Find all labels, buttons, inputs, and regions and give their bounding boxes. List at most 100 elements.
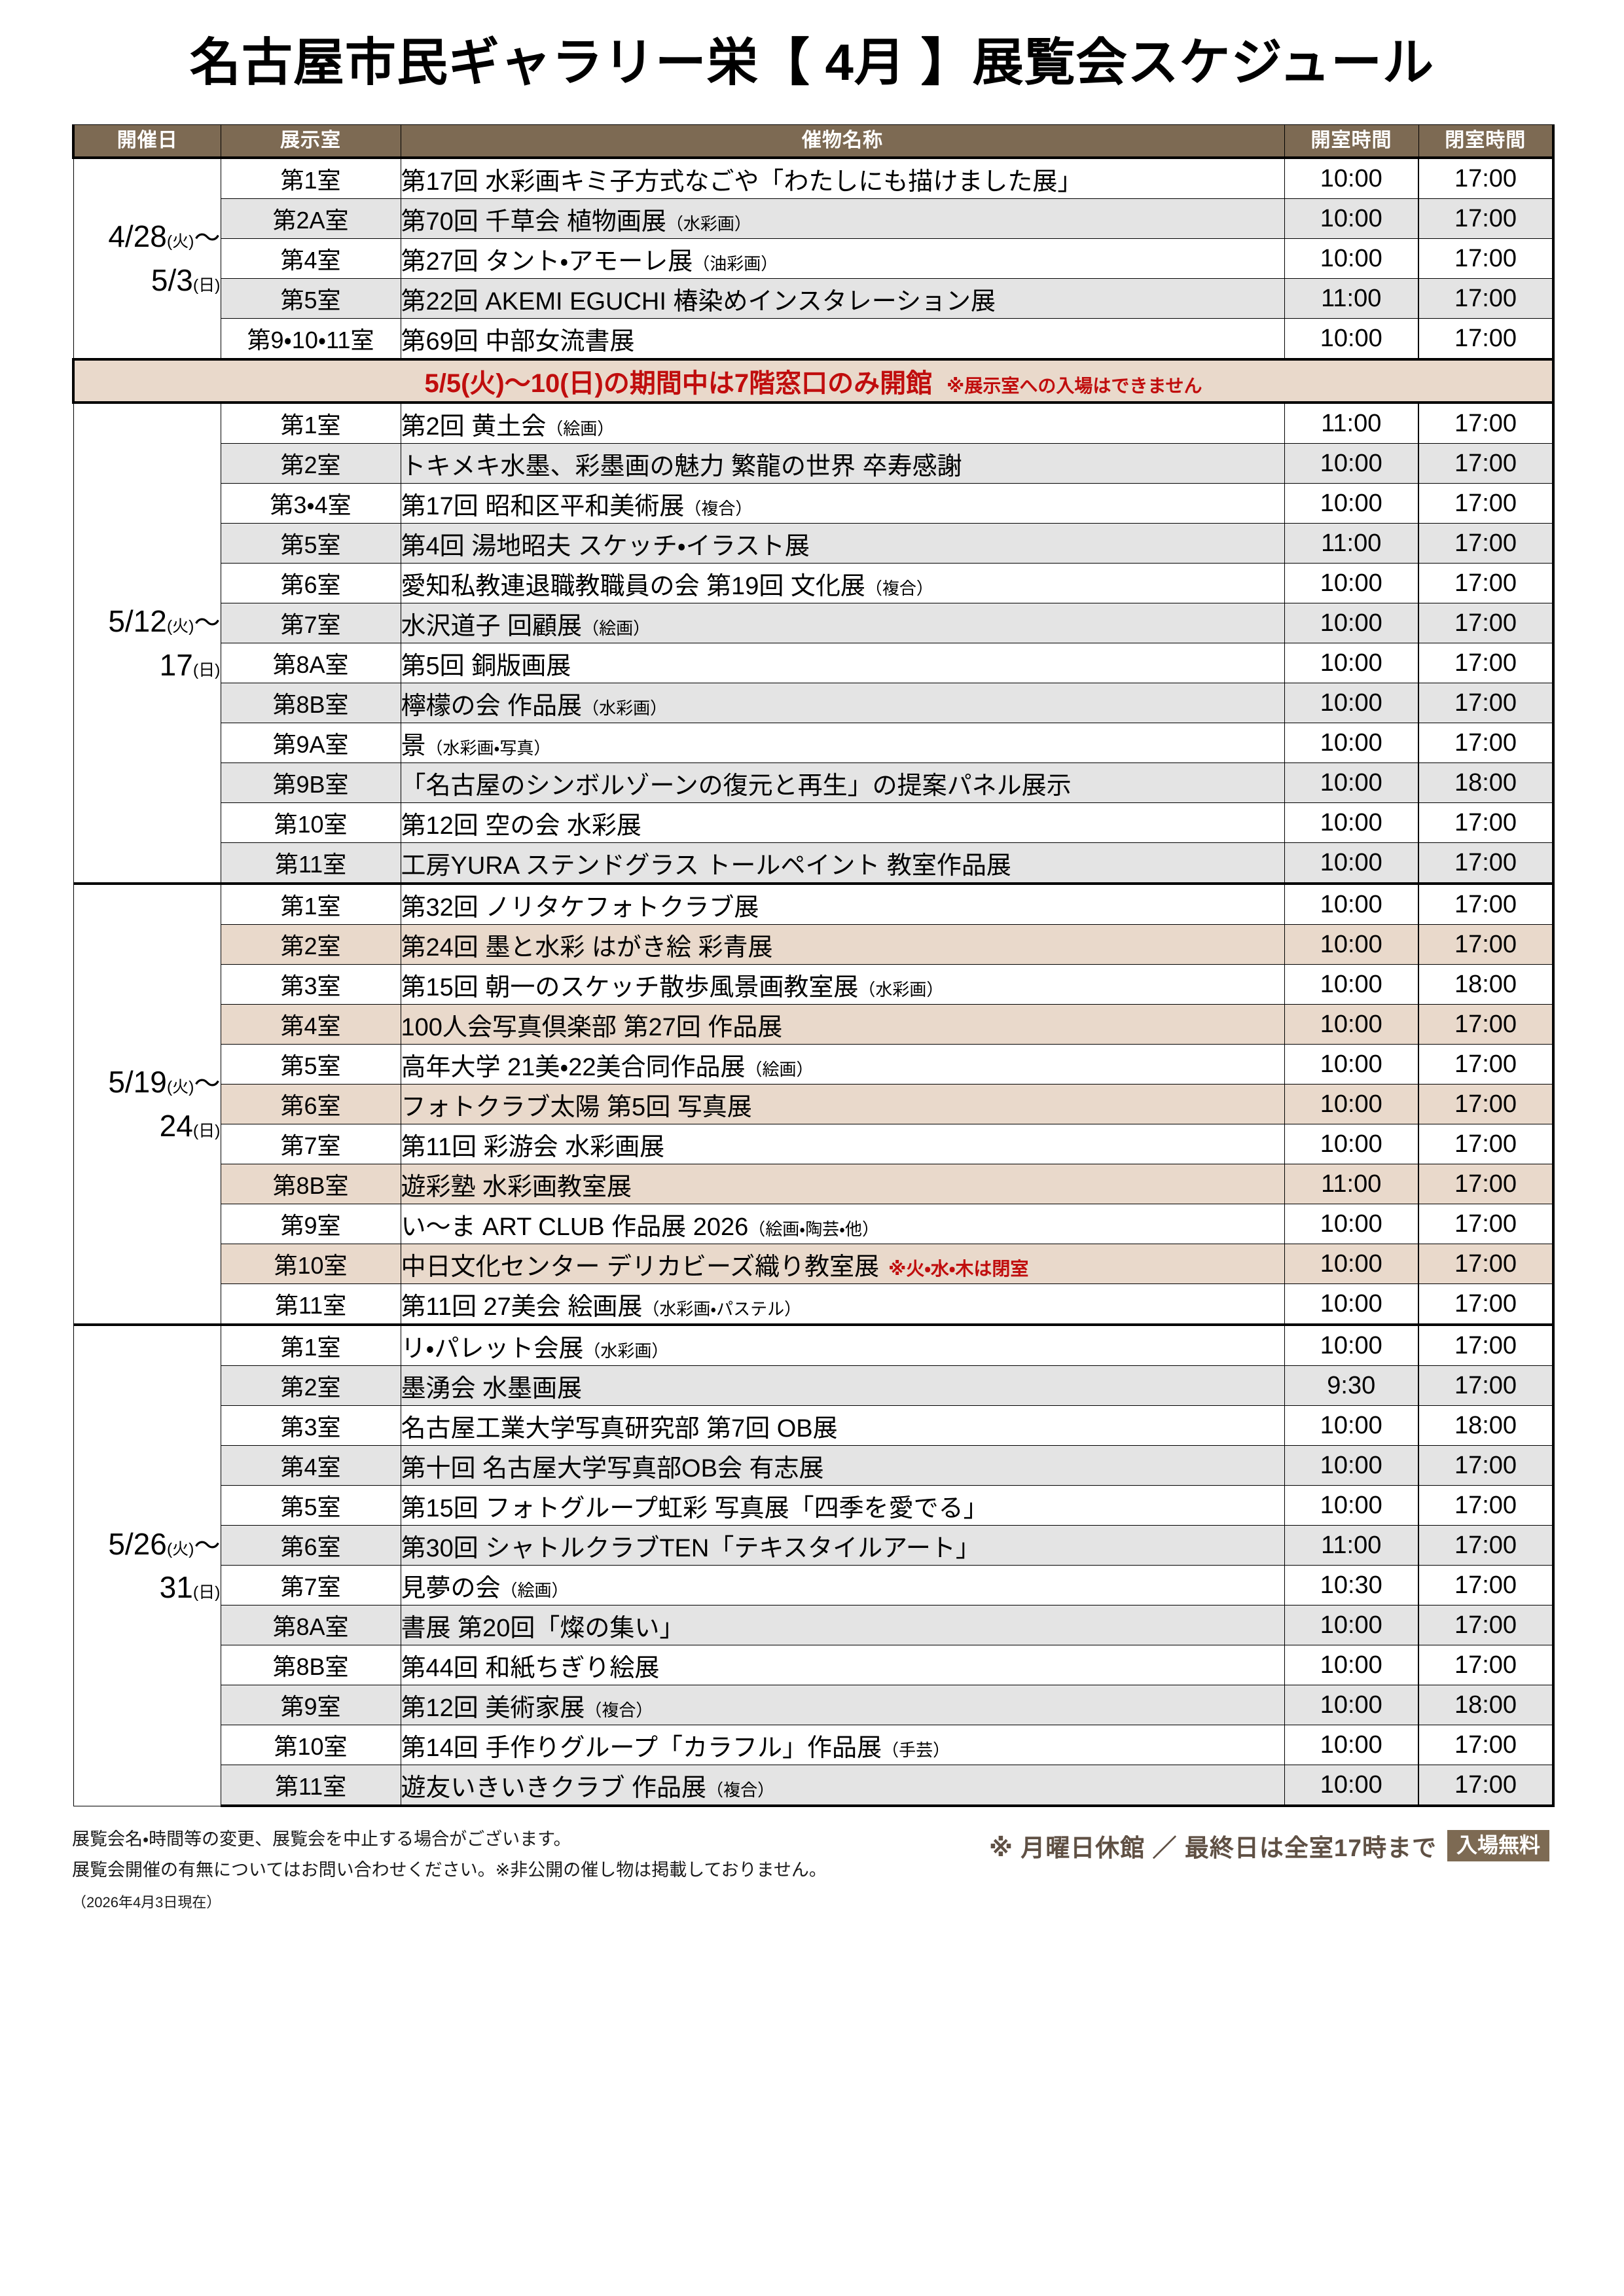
event-name-cell: 第12回 美術家展（複合） [400, 1685, 1285, 1725]
room-cell: 第5室 [220, 523, 401, 564]
date-start: 5/12(火)〜 [108, 603, 221, 638]
open-time-cell: 10:00 [1284, 1044, 1419, 1085]
table-row: 第5室 第22回 AKEMI EGUCHI 椿染めインスタレーション展 11:00 1… [73, 278, 1555, 319]
room-cell: 第10室 [220, 802, 401, 843]
room-cell: 第10室 [220, 1244, 401, 1284]
open-time-cell: 10:00 [1284, 683, 1419, 723]
open-time-cell: 10:00 [1284, 603, 1419, 643]
event-genre: （絵画） [500, 1580, 569, 1600]
table-row: 第5室 高年大学 21美・22美合同作品展（絵画） 10:00 17:00 [73, 1044, 1555, 1085]
open-time-cell: 10:00 [1284, 238, 1419, 279]
table-row: 第9A室 景（水彩画・写真） 10:00 17:00 [73, 723, 1555, 763]
table-row: 第9室 い〜ま ART CLUB 作品展 2026（絵画・陶芸・他） 10:00 17… [73, 1204, 1555, 1244]
close-time-cell: 17:00 [1418, 924, 1555, 965]
open-time-cell: 10:00 [1284, 318, 1419, 361]
event-genre: （油彩画） [693, 253, 778, 274]
table-row: 第11室 工房YURA ステンドグラス トールペイント 教室作品展 10:00 17:… [73, 842, 1555, 885]
close-time-cell: 17:00 [1418, 1605, 1555, 1645]
open-time-cell: 9:30 [1284, 1365, 1419, 1406]
close-time-cell: 17:00 [1418, 563, 1555, 603]
event-name-cell: 愛知私教連退職教職員の会 第19回 文化展（複合） [400, 563, 1285, 603]
open-time-cell: 11:00 [1284, 523, 1419, 564]
column-header-close: 閉室時間 [1418, 124, 1555, 158]
open-time-cell: 10:00 [1284, 1124, 1419, 1164]
table-row: 第5室 第4回 湯地昭夫 スケッチ・イラスト展 11:00 17:00 [73, 523, 1555, 564]
open-time-cell: 11:00 [1284, 278, 1419, 319]
room-cell: 第8A室 [220, 643, 401, 683]
close-time-cell: 17:00 [1418, 1164, 1555, 1204]
event-genre: （複合） [585, 1700, 653, 1720]
table-row: 5/19(火)〜 24(日) 第1室 第32回 ノリタケフォトクラブ展 10:00 17:… [73, 882, 1555, 1325]
room-cell: 第7室 [220, 1565, 401, 1605]
event-name-cell: い〜ま ART CLUB 作品展 2026（絵画・陶芸・他） [400, 1204, 1285, 1244]
open-time-cell: 10:00 [1284, 924, 1419, 965]
room-cell: 第1室 [220, 401, 401, 444]
event-name-cell: 第11回 彩游会 水彩画展 [400, 1124, 1285, 1164]
open-time-cell: 11:00 [1284, 1525, 1419, 1566]
close-time-cell: 17:00 [1418, 1365, 1555, 1406]
room-cell: 第3室 [220, 964, 401, 1005]
table-row: 4/28(火)〜 5/3(日) 第1室 第17回 水彩画キミ子方式なごや「わたしにも描… [73, 156, 1555, 360]
close-time-cell: 17:00 [1418, 842, 1555, 885]
event-genre: （水彩画） [666, 213, 751, 234]
closure-notice-row: 5/5(火)〜10(日)の期間中は7階窓口のみ開館 ※展示室への入場はできません [72, 358, 1555, 404]
event-name-cell: 第24回 墨と水彩 はがき絵 彩青展 [400, 924, 1285, 965]
close-time-cell: 17:00 [1418, 1124, 1555, 1164]
date-start: 5/26(火)〜 [108, 1526, 221, 1561]
date-start-weekday: (火) [166, 617, 194, 636]
table-row: 第7室 第11回 彩游会 水彩画展 10:00 17:00 [73, 1124, 1555, 1164]
close-time-cell: 17:00 [1418, 1565, 1555, 1605]
event-name-cell: 景（水彩画・写真） [400, 723, 1285, 763]
room-cell: 第4室 [220, 1004, 401, 1045]
room-cell: 第4室 [220, 1445, 401, 1486]
room-cell: 第2室 [220, 443, 401, 484]
open-time-cell: 10:00 [1284, 643, 1419, 683]
room-cell: 第1室 [220, 1323, 401, 1366]
close-time-cell: 18:00 [1418, 964, 1555, 1005]
room-cell: 第11室 [220, 1765, 401, 1807]
open-time-cell: 10:00 [1284, 1445, 1419, 1486]
closure-notice-main: 5/5(火)〜10(日)の期間中は7階窓口のみ開館 [424, 369, 933, 398]
table-row: 第2室 第24回 墨と水彩 はがき絵 彩青展 10:00 17:00 [73, 924, 1555, 965]
table-row: 第4室 第十回 名古屋大学写真部OB会 有志展 10:00 17:00 [73, 1445, 1555, 1486]
table-row: 5/12(火)〜 17(日) 第1室 第2回 黄土会（絵画） 11:00 17:00 [73, 401, 1555, 884]
room-cell: 第6室 [220, 563, 401, 603]
open-time-cell: 10:00 [1284, 762, 1419, 803]
date-range-tilde: 〜 [194, 1531, 221, 1560]
event-genre: （複合） [684, 498, 753, 518]
room-cell: 第4室 [220, 238, 401, 279]
event-name-cell: リ・パレット会展（水彩画） [400, 1323, 1285, 1366]
event-name-cell: 第32回 ノリタケフォトクラブ展 [400, 882, 1285, 925]
room-cell: 第8B室 [220, 683, 401, 723]
open-time-cell: 10:00 [1284, 1605, 1419, 1645]
room-cell: 第7室 [220, 603, 401, 643]
event-name-cell: 名古屋工業大学写真研究部 第7回 OB展 [400, 1405, 1285, 1446]
open-time-cell: 10:00 [1284, 802, 1419, 843]
event-genre: （複合） [706, 1780, 775, 1800]
close-time-cell: 18:00 [1418, 762, 1555, 803]
close-time-cell: 17:00 [1418, 723, 1555, 763]
close-time-cell: 17:00 [1418, 278, 1555, 319]
open-time-cell: 10:00 [1284, 563, 1419, 603]
table-row: 第11室 第11回 27美会 絵画展（水彩画・パステル） 10:00 17:00 [73, 1283, 1555, 1326]
close-time-cell: 17:00 [1418, 1084, 1555, 1124]
page-title: 名古屋市民ギャラリー栄【 4月 】展覧会スケジュール [189, 33, 1435, 91]
room-cell: 第2室 [220, 1365, 401, 1406]
room-cell: 第8B室 [220, 1645, 401, 1685]
open-time-cell: 10:00 [1284, 1244, 1419, 1284]
close-time-cell: 17:00 [1418, 802, 1555, 843]
table-row: 第11室 遊友いきいきクラブ 作品展（複合） 10:00 17:00 [73, 1765, 1555, 1807]
open-time-cell: 10:00 [1284, 156, 1419, 199]
event-name-cell: 第11回 27美会 絵画展（水彩画・パステル） [400, 1283, 1285, 1326]
closed-monday-note: ※ 月曜日休館 ／ 最終日は全室17時まで [989, 1835, 1437, 1861]
close-time-cell: 17:00 [1418, 443, 1555, 484]
title-area: 名古屋市民ギャラリー栄【 4月 】展覧会スケジュール [72, 0, 1552, 124]
event-name-cell: 第22回 AKEMI EGUCHI 椿染めインスタレーション展 [400, 278, 1285, 319]
event-name-cell: 第2回 黄土会（絵画） [400, 401, 1285, 444]
event-name-cell: 水沢道子 回顧展（絵画） [400, 603, 1285, 643]
date-range-cell: 5/19(火)〜 24(日) [73, 882, 221, 1325]
closure-notice-cell: 5/5(火)〜10(日)の期間中は7階窓口のみ開館 ※展示室への入場はできません [72, 358, 1555, 404]
open-time-cell: 10:00 [1284, 1645, 1419, 1685]
event-name-cell: 第12回 空の会 水彩展 [400, 802, 1285, 843]
room-cell: 第9室 [220, 1204, 401, 1244]
